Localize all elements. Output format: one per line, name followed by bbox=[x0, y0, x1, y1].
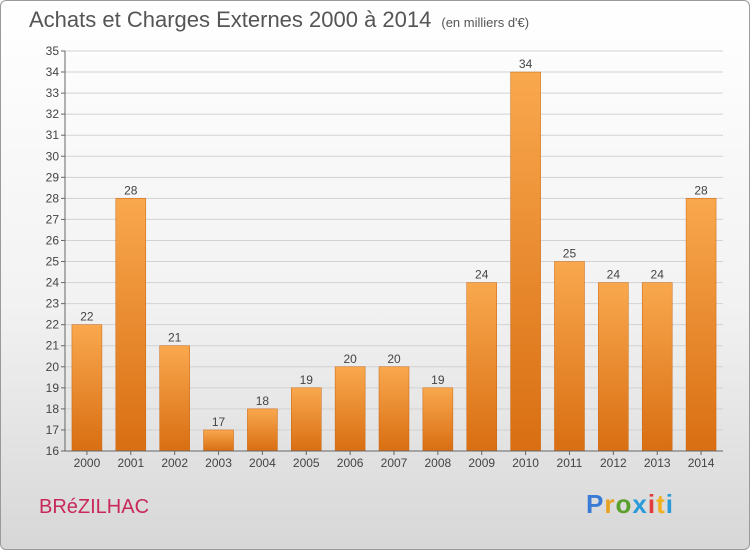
y-tick-label: 21 bbox=[46, 339, 60, 353]
logo-letter: P bbox=[586, 489, 605, 519]
x-tick-label: 2003 bbox=[205, 456, 232, 470]
value-label: 24 bbox=[651, 268, 665, 282]
bar-2011 bbox=[554, 261, 585, 452]
x-tick-label: 2010 bbox=[512, 456, 539, 470]
y-tick-label: 27 bbox=[46, 212, 60, 226]
value-label: 22 bbox=[80, 310, 94, 324]
x-axis: 2000 2001 2002 2003 2004 2005 2006 2007 2008 2009… bbox=[65, 450, 723, 470]
value-label: 17 bbox=[212, 415, 226, 429]
x-tick-label: 2001 bbox=[117, 456, 144, 470]
value-label: 19 bbox=[431, 373, 445, 387]
logo-letter: o bbox=[615, 489, 633, 519]
y-tick-label: 29 bbox=[46, 170, 60, 184]
bar-2002 bbox=[159, 345, 190, 452]
x-tick-label: 2014 bbox=[688, 456, 715, 470]
value-label: 28 bbox=[694, 183, 708, 197]
x-tick-label: 2000 bbox=[74, 456, 101, 470]
bar-2013 bbox=[641, 282, 673, 452]
bar-2004 bbox=[247, 408, 278, 452]
value-label: 20 bbox=[387, 352, 401, 366]
bar-2012 bbox=[598, 282, 629, 452]
y-tick-label: 17 bbox=[46, 423, 60, 437]
title-text: Achats et Charges Externes 2000 à 2014 bbox=[29, 7, 432, 32]
y-tick-label: 31 bbox=[46, 128, 60, 142]
bar-2005 bbox=[291, 387, 322, 452]
x-tick-label: 2006 bbox=[337, 456, 364, 470]
x-tick-label: 2009 bbox=[468, 456, 495, 470]
value-label: 34 bbox=[519, 57, 533, 71]
x-tick-label: 2005 bbox=[293, 456, 320, 470]
x-tick-label: 2007 bbox=[381, 456, 408, 470]
commune-name: BRéZILHAC bbox=[39, 496, 150, 518]
value-label: 21 bbox=[168, 331, 182, 345]
bars: 22 28 21 17 18 19 20 20 19 24 34 25 24 24 28 bbox=[71, 57, 717, 452]
y-tick-label: 22 bbox=[46, 318, 60, 332]
y-tick-label: 35 bbox=[46, 44, 60, 58]
value-label: 25 bbox=[563, 247, 577, 261]
y-tick-label: 16 bbox=[46, 444, 60, 458]
value-label: 28 bbox=[124, 183, 138, 197]
title-unit: (en milliers d'€) bbox=[441, 15, 530, 30]
logo-letter: x bbox=[632, 489, 648, 519]
value-label: 24 bbox=[607, 268, 621, 282]
bar-2010 bbox=[510, 71, 541, 452]
value-label: 24 bbox=[475, 268, 489, 282]
bar-2007 bbox=[378, 366, 410, 452]
x-tick-label: 2011 bbox=[557, 456, 583, 470]
logo-letter: t bbox=[656, 489, 666, 519]
x-tick-label: 2008 bbox=[425, 456, 452, 470]
bar-2000 bbox=[71, 324, 103, 452]
y-tick-label: 32 bbox=[46, 107, 60, 121]
bar-2003 bbox=[203, 429, 234, 452]
y-tick-label: 33 bbox=[46, 86, 60, 100]
x-tick-label: 2013 bbox=[644, 456, 671, 470]
y-tick-label: 23 bbox=[46, 297, 60, 311]
proxiti-logo[interactable]: Proxiti bbox=[586, 489, 674, 520]
bar-2009 bbox=[466, 282, 497, 452]
x-tick-label: 2002 bbox=[161, 456, 188, 470]
x-tick-label: 2004 bbox=[249, 456, 276, 470]
y-tick-label: 18 bbox=[46, 402, 60, 416]
y-tick-label: 34 bbox=[46, 65, 60, 79]
bar-2006 bbox=[334, 366, 366, 452]
chart-title: Achats et Charges Externes 2000 à 2014 (e… bbox=[29, 7, 529, 33]
value-label: 19 bbox=[300, 373, 314, 387]
y-tick-label: 26 bbox=[46, 233, 60, 247]
x-tick-label: 2012 bbox=[600, 456, 627, 470]
logo-letter: i bbox=[647, 489, 657, 519]
bar-2014 bbox=[685, 198, 717, 452]
y-tick-label: 25 bbox=[46, 255, 60, 269]
bar-2001 bbox=[115, 198, 147, 452]
y-tick-label: 20 bbox=[46, 360, 60, 374]
y-tick-label: 28 bbox=[46, 191, 60, 205]
value-label: 18 bbox=[256, 394, 270, 408]
y-axis: 16 17 18 19 20 21 22 23 24 25 26 27 28 29 30 31 32 33 34 35 bbox=[46, 44, 66, 458]
value-label: 20 bbox=[343, 352, 357, 366]
y-tick-label: 24 bbox=[46, 276, 60, 290]
y-tick-label: 30 bbox=[46, 149, 60, 163]
y-tick-label: 19 bbox=[46, 381, 60, 395]
logo-letter: r bbox=[604, 489, 616, 519]
bar-2008 bbox=[422, 387, 454, 452]
logo-letter: i bbox=[665, 489, 674, 519]
